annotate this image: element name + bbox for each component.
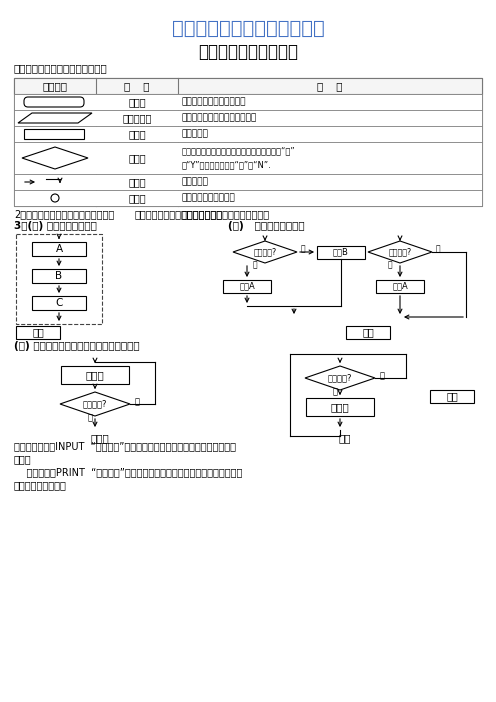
Polygon shape [18, 113, 92, 123]
Text: 输入输出框: 输入输出框 [123, 113, 152, 123]
Text: A: A [56, 244, 62, 254]
Text: 是: 是 [332, 388, 337, 397]
Bar [376, 280, 424, 293]
Text: 达式）: 达式） [14, 454, 32, 464]
Text: 图形符号: 图形符号 [43, 81, 67, 91]
Text: 步骤A: 步骤A [239, 282, 255, 291]
Text: 连结点: 连结点 [128, 193, 146, 203]
Text: 图１: 图１ [32, 328, 44, 338]
Text: 顺序结构、条件结构、循环结构。: 顺序结构、条件结构、循环结构。 [182, 209, 270, 219]
Polygon shape [233, 241, 297, 263]
Text: 表示一个算法的起始和结束: 表示一个算法的起始和结束 [182, 98, 247, 107]
Polygon shape [368, 241, 432, 263]
Text: 满足条件?: 满足条件? [328, 373, 352, 383]
Text: 功    能: 功 能 [317, 81, 343, 91]
Text: 是: 是 [87, 413, 92, 423]
Text: １、程序框、流程线的名称与功能: １、程序框、流程线的名称与功能 [14, 63, 108, 73]
Bar [14, 190, 482, 206]
Text: 图３: 图３ [446, 392, 458, 402]
Bar [14, 78, 482, 94]
Text: 是: 是 [252, 260, 257, 270]
Text: 顺序结构、条件结构、循环结构。: 顺序结构、条件结构、循环结构。 [135, 209, 223, 219]
Text: 满足条件?: 满足条件? [388, 248, 412, 256]
Text: 表示一个算法输入和输出的信息: 表示一个算法输入和输出的信息 [182, 114, 257, 123]
Text: 名    称: 名 称 [124, 81, 150, 91]
Text: 判断框: 判断框 [128, 153, 146, 163]
Bar [32, 296, 86, 310]
Text: 输出语句：PRINT  “提示内容”；变量１，变量２（可以输出变量，表达式，: 输出语句：PRINT “提示内容”；变量１，变量２（可以输出变量，表达式， [14, 467, 243, 477]
Text: 否: 否 [301, 244, 306, 253]
Text: 判断某一条件是否成立，成立时在出口处标明“是”: 判断某一条件是否成立，成立时在出口处标明“是” [182, 147, 296, 156]
Text: 2．程序框图的三种基本逻辑结构是：: 2．程序框图的三种基本逻辑结构是： [14, 209, 114, 219]
Text: 步骤B: 步骤B [333, 248, 349, 256]
Text: 流程线: 流程线 [128, 177, 146, 187]
Text: 直到型: 直到型 [91, 433, 110, 443]
Text: 不能起赋值作用用）: 不能起赋值作用用） [14, 480, 67, 490]
Bar [430, 390, 474, 403]
Bar [16, 326, 60, 339]
Bar [346, 326, 390, 339]
Text: 循环体: 循环体 [331, 402, 349, 412]
Text: 连接程序框图的两部分: 连接程序框图的两部分 [182, 194, 236, 202]
Text: 否: 否 [436, 244, 440, 253]
Text: 起止框: 起止框 [128, 97, 146, 107]
Text: (３) 循环结构（必含有条件结构）：如图３: (３) 循环结构（必含有条件结构）：如图３ [14, 341, 140, 351]
Polygon shape [60, 392, 130, 416]
Text: 满足条件?: 满足条件? [253, 248, 277, 256]
Bar [61, 366, 129, 384]
Text: (２)   条件结构：如图２: (２) 条件结构：如图２ [228, 221, 305, 231]
Text: 否: 否 [380, 371, 385, 380]
Text: 满足条件?: 满足条件? [83, 399, 107, 409]
Text: 否: 否 [135, 397, 140, 406]
Text: 最新人教版数学精品教学资料: 最新人教版数学精品教学资料 [172, 18, 324, 37]
Bar [14, 174, 482, 190]
Text: 是: 是 [388, 260, 392, 270]
Text: ４、输入语句：INPUT  “提示内容”；变量１，变量２（输入的不能是函数和表: ４、输入语句：INPUT “提示内容”；变量１，变量２（输入的不能是函数和表 [14, 441, 236, 451]
Bar [24, 129, 84, 139]
Text: 3．(１) 顺序结构：如图１: 3．(１) 顺序结构：如图１ [14, 221, 97, 231]
Text: B: B [56, 271, 62, 281]
Text: 必修３公式化知识整理: 必修３公式化知识整理 [198, 43, 298, 61]
Text: 当型: 当型 [339, 433, 351, 443]
Bar [306, 398, 374, 416]
Polygon shape [305, 366, 375, 390]
Text: 步骤A: 步骤A [392, 282, 408, 291]
Text: C: C [56, 298, 62, 308]
Text: 图２: 图２ [362, 328, 374, 338]
Bar [32, 269, 86, 283]
Text: 赋值、计算: 赋值、计算 [182, 129, 209, 138]
FancyBboxPatch shape [24, 97, 84, 107]
Bar [16, 234, 102, 324]
Bar [32, 242, 86, 256]
Bar [14, 126, 482, 142]
Bar [317, 246, 365, 258]
Bar [14, 142, 482, 174]
Text: 连接程序框: 连接程序框 [182, 178, 209, 187]
Polygon shape [22, 147, 88, 169]
Text: 循环体: 循环体 [86, 370, 104, 380]
Bar [14, 94, 482, 110]
Bar [223, 280, 271, 293]
Text: 或“Y”；不成立时标明“否”或“N”.: 或“Y”；不成立时标明“否”或“N”. [182, 161, 272, 169]
Bar [14, 78, 482, 206]
Text: 处理框: 处理框 [128, 129, 146, 139]
Bar [14, 110, 482, 126]
